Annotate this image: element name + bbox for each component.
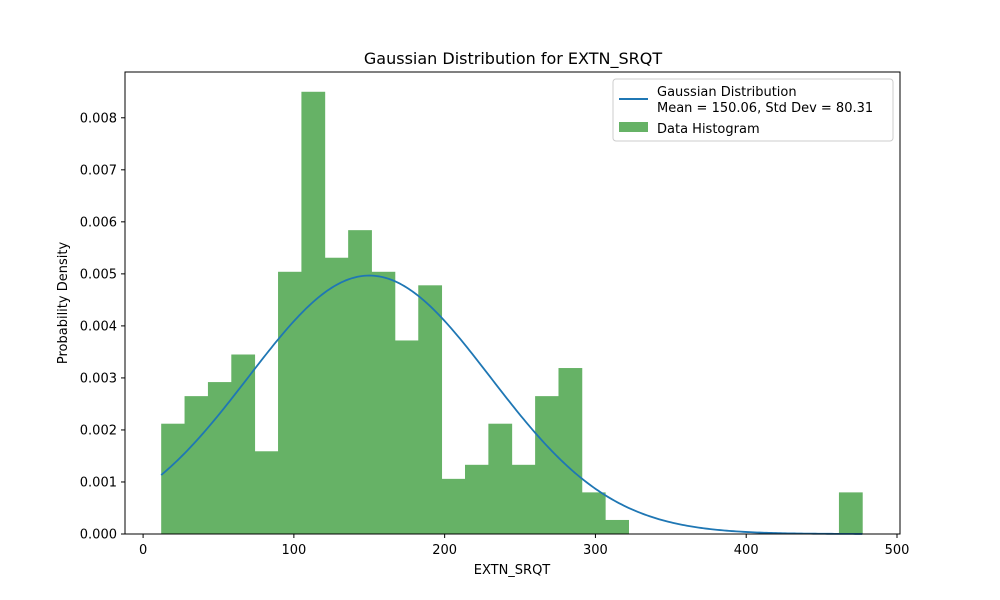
histogram-bar (838, 492, 863, 534)
x-tick-label: 300 (583, 543, 608, 558)
histogram-bar (324, 257, 349, 534)
x-tick-label: 100 (281, 543, 306, 558)
histogram-bar (465, 464, 489, 534)
y-tick-label: 0.006 (80, 215, 117, 230)
x-axis-label: EXTN_SRQT (474, 563, 551, 578)
histogram-bar (394, 340, 419, 534)
legend-histogram-label: Data Histogram (657, 122, 760, 137)
histogram-bar (161, 423, 185, 534)
y-tick-label: 0.005 (80, 267, 117, 282)
y-tick-label: 0.007 (80, 163, 117, 178)
chart-title: Gaussian Distribution for EXTN_SRQT (364, 49, 662, 69)
histogram-bar (184, 396, 209, 534)
y-tick-label: 0.008 (80, 111, 117, 126)
legend-gaussian-stats: Mean = 150.06, Std Dev = 80.31 (657, 101, 873, 116)
histogram-bar (418, 285, 443, 534)
histogram-bar (371, 271, 396, 534)
legend-box (612, 78, 894, 142)
y-axis-ticks: 0.000 0.001 0.002 0.003 0.004 0.005 0.006 0.007… (80, 111, 125, 543)
histogram-bars (161, 91, 863, 535)
histogram-bar (581, 492, 606, 534)
y-tick-label: 0.001 (80, 475, 117, 490)
x-tick-label: 200 (432, 543, 457, 558)
x-tick-label: 0 (139, 543, 147, 558)
legend-gaussian-label: Gaussian Distribution (657, 85, 797, 100)
x-axis-ticks: 0 100 200 300 400 500 (139, 534, 909, 558)
histogram-bar (207, 382, 232, 534)
histogram-bar (254, 451, 279, 534)
y-tick-label: 0.000 (80, 528, 117, 543)
y-tick-label: 0.002 (80, 423, 117, 438)
legend: Gaussian Distribution Mean = 150.06, Std… (612, 78, 894, 142)
x-tick-label: 400 (734, 543, 759, 558)
y-tick-label: 0.004 (80, 319, 117, 334)
x-tick-label: 500 (885, 543, 910, 558)
y-tick-label: 0.003 (80, 371, 117, 386)
plot-frame (124, 71, 901, 535)
histogram-bar (231, 354, 256, 534)
histogram-bar (441, 478, 466, 534)
histogram-bar (605, 519, 629, 534)
histogram-bar (535, 396, 559, 534)
histogram-bar (558, 368, 583, 534)
y-axis-label: Probability Density (56, 242, 71, 365)
histogram-bar (278, 271, 302, 534)
histogram-bar (488, 423, 513, 534)
gaussian-curve (160, 274, 863, 535)
legend-histogram-swatch (619, 122, 648, 132)
histogram-bar (301, 91, 326, 535)
histogram-bar (348, 230, 372, 534)
histogram-bar (511, 464, 536, 534)
